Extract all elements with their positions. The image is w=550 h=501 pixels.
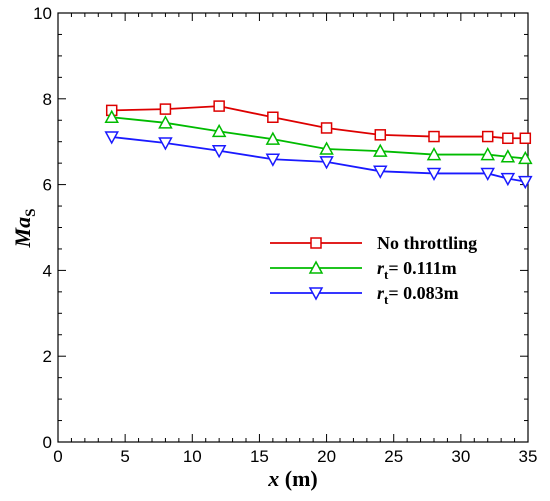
series-line bbox=[111, 105, 526, 140]
data-point bbox=[373, 143, 388, 157]
x-tick-label: 10 bbox=[183, 447, 202, 466]
y-tick-label: 4 bbox=[43, 261, 52, 280]
legend-swatch-marker bbox=[310, 237, 322, 249]
data-point bbox=[213, 100, 225, 112]
x-tick-label: 35 bbox=[519, 447, 538, 466]
legend-label-rest: = 0.111m bbox=[388, 258, 456, 278]
y-tick-label: 2 bbox=[43, 347, 52, 366]
legend-swatch-marker bbox=[308, 260, 324, 274]
data-point bbox=[519, 132, 532, 145]
data-point bbox=[500, 149, 516, 163]
data-point bbox=[320, 122, 333, 134]
legend-label: rt= 0.111m bbox=[377, 258, 457, 282]
y-tick-label: 6 bbox=[43, 176, 52, 195]
data-point bbox=[158, 115, 173, 129]
data-point bbox=[426, 167, 442, 182]
data-point bbox=[211, 123, 227, 138]
legend-label-main: No throttling bbox=[377, 233, 477, 253]
plot-frame bbox=[57, 12, 529, 443]
x-tick-label: 0 bbox=[53, 447, 62, 466]
x-tick-label: 15 bbox=[250, 447, 269, 466]
x-axis-label-main: x bbox=[267, 466, 279, 491]
legend-label: No throttling bbox=[377, 233, 477, 253]
data-point bbox=[104, 131, 119, 145]
data-point bbox=[159, 103, 172, 115]
data-point bbox=[428, 130, 440, 143]
data-point bbox=[373, 165, 388, 179]
legend-label-sub: t bbox=[384, 267, 389, 282]
y-axis-label: MaS bbox=[10, 209, 39, 249]
data-point bbox=[374, 129, 387, 141]
legend-label-main: r bbox=[377, 283, 385, 303]
data-point bbox=[502, 132, 514, 145]
series-line bbox=[111, 136, 526, 183]
x-tick-label: 20 bbox=[317, 447, 336, 466]
x-tick-labels: 0 5 10 15 20 25 30 35 bbox=[53, 447, 537, 466]
legend-label-rest: = 0.083m bbox=[388, 283, 458, 303]
y-tick-labels: 0 2 4 6 8 10 bbox=[33, 4, 52, 452]
y-tick-label: 0 bbox=[43, 433, 52, 452]
legend-swatch-marker bbox=[308, 287, 324, 301]
y-axis-label-main: Ma bbox=[10, 217, 35, 249]
data-point bbox=[518, 175, 533, 190]
axis-ticks bbox=[57, 12, 529, 443]
data-point bbox=[518, 150, 533, 165]
data-point bbox=[426, 147, 442, 161]
data-point bbox=[480, 167, 495, 182]
y-tick-label: 10 bbox=[33, 4, 52, 23]
series-layer bbox=[104, 100, 533, 190]
legend-entry: rt= 0.111m bbox=[270, 258, 457, 282]
data-point bbox=[500, 172, 516, 187]
legend-label-sub: t bbox=[384, 292, 389, 307]
series-1 bbox=[104, 109, 533, 165]
data-point bbox=[319, 156, 334, 170]
x-axis-label-unit: (m) bbox=[279, 466, 317, 491]
series-2 bbox=[104, 131, 533, 190]
data-point bbox=[158, 137, 173, 151]
legend-label-main: r bbox=[377, 258, 385, 278]
x-axis-label: x (m) bbox=[267, 466, 317, 491]
legend-entry: No throttling bbox=[270, 233, 477, 253]
data-point bbox=[267, 111, 279, 123]
data-point bbox=[319, 141, 334, 155]
x-tick-label: 5 bbox=[120, 447, 129, 466]
data-point bbox=[265, 131, 281, 145]
y-axis-label-sub: S bbox=[23, 209, 39, 217]
data-point bbox=[211, 144, 227, 159]
data-point bbox=[480, 147, 495, 161]
data-point bbox=[481, 130, 494, 143]
data-point bbox=[104, 109, 119, 123]
x-tick-label: 25 bbox=[384, 447, 403, 466]
plot-area bbox=[57, 12, 533, 443]
y-tick-label: 8 bbox=[43, 90, 52, 109]
data-point bbox=[265, 153, 281, 167]
legend-label: rt= 0.083m bbox=[377, 283, 459, 307]
series-line bbox=[111, 116, 526, 160]
x-tick-label: 30 bbox=[451, 447, 470, 466]
legend-entry: rt= 0.083m bbox=[270, 283, 459, 307]
